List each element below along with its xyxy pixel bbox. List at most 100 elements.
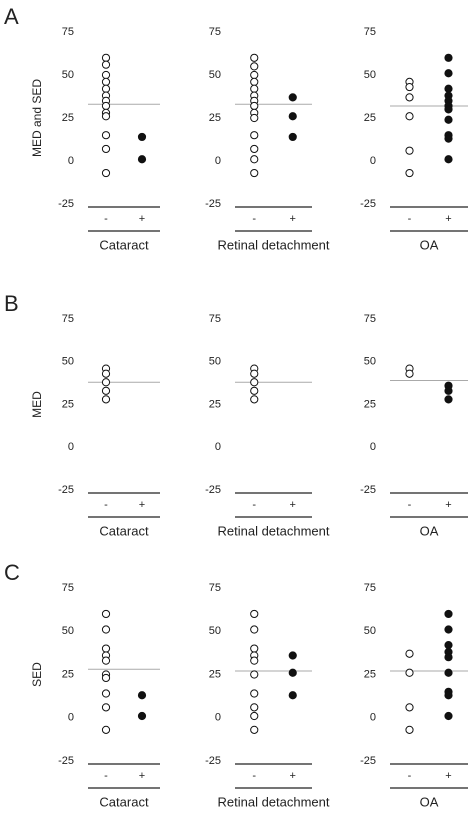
data-point [101, 625, 111, 634]
data-point [444, 640, 453, 650]
data-point [288, 668, 297, 677]
data-point [101, 656, 111, 665]
data-point [444, 625, 453, 634]
data-point [444, 609, 453, 619]
data-point [101, 84, 111, 93]
y-axis-label: MED and SED [30, 79, 44, 157]
y-tick-label: 75 [62, 313, 74, 325]
x-tick-label: + [139, 770, 145, 782]
data-point [250, 70, 259, 80]
data-point [250, 77, 259, 86]
data-point [101, 112, 111, 121]
data-point [101, 395, 111, 404]
data-point [250, 711, 259, 721]
data-point [250, 625, 259, 634]
data-point [444, 395, 453, 404]
data-point [101, 378, 111, 387]
y-tick-label: 25 [209, 112, 221, 124]
data-point [250, 656, 259, 665]
y-tick-label: 75 [209, 26, 221, 38]
y-tick-label: 25 [364, 398, 376, 410]
data-point [405, 112, 414, 121]
y-tick-label: -25 [360, 198, 376, 210]
data-point [250, 378, 259, 387]
data-point [137, 691, 147, 700]
y-tick-label: 0 [370, 712, 376, 724]
x-tick-label: - [408, 213, 412, 225]
data-point [250, 53, 259, 62]
data-point [288, 691, 297, 700]
y-tick-label: 25 [364, 668, 376, 680]
data-point [444, 53, 453, 62]
x-tick-label: - [104, 499, 108, 511]
data-point [101, 673, 111, 683]
y-tick-label: 0 [215, 712, 221, 724]
data-point [405, 369, 414, 378]
x-tick-label: + [445, 770, 451, 782]
y-tick-label: -25 [58, 198, 74, 210]
x-axis-label: Cataract [99, 794, 149, 809]
x-tick-label: - [408, 770, 412, 782]
data-point [101, 144, 111, 154]
data-point [405, 146, 414, 155]
data-point [101, 369, 111, 378]
x-tick-label: - [104, 213, 108, 225]
data-point [101, 609, 111, 619]
y-tick-label: 25 [209, 668, 221, 680]
data-point [250, 689, 259, 698]
y-tick-label: 0 [68, 712, 74, 724]
data-point [137, 155, 147, 164]
x-tick-label: + [139, 499, 145, 511]
data-point [250, 84, 259, 93]
data-point [101, 53, 111, 62]
data-point [101, 60, 111, 69]
y-tick-label: 50 [364, 625, 376, 637]
data-point [250, 703, 259, 712]
panel-label: B [4, 291, 19, 316]
y-tick-label: 50 [209, 625, 221, 637]
data-point [444, 115, 453, 124]
y-tick-label: -25 [205, 484, 221, 496]
data-point [250, 644, 259, 653]
data-point [250, 113, 259, 123]
y-tick-label: 75 [62, 582, 74, 594]
y-tick-label: 50 [209, 69, 221, 81]
y-tick-label: 75 [364, 26, 376, 38]
x-axis-label: Retinal detachment [217, 237, 329, 252]
x-tick-label: - [408, 499, 412, 511]
data-point [405, 725, 414, 734]
data-point [101, 168, 111, 178]
y-tick-label: 0 [215, 441, 221, 453]
y-tick-label: 0 [68, 441, 74, 453]
y-tick-label: 0 [370, 155, 376, 167]
y-axis-label: SED [30, 662, 44, 687]
y-tick-label: 75 [364, 313, 376, 325]
y-tick-label: 25 [364, 112, 376, 124]
x-tick-label: + [290, 499, 296, 511]
y-tick-label: 0 [370, 441, 376, 453]
data-point [288, 651, 297, 660]
data-point [288, 112, 297, 121]
x-axis-label: OA [420, 794, 439, 809]
x-tick-label: - [104, 770, 108, 782]
y-tick-label: 25 [209, 398, 221, 410]
y-tick-label: 25 [62, 668, 74, 680]
data-point [250, 101, 259, 111]
data-point [250, 670, 259, 679]
y-tick-label: 0 [68, 155, 74, 167]
y-tick-label: 75 [62, 26, 74, 38]
panel-label: A [4, 4, 19, 29]
data-point [137, 711, 147, 721]
data-point [405, 82, 414, 92]
data-point [444, 386, 453, 395]
x-tick-label: + [290, 213, 296, 225]
x-tick-label: - [252, 770, 256, 782]
data-point [250, 725, 259, 734]
x-axis-label: OA [420, 237, 439, 252]
y-tick-label: 75 [209, 582, 221, 594]
y-tick-label: 50 [364, 356, 376, 368]
data-point [444, 691, 453, 700]
data-point [101, 131, 111, 140]
data-point [444, 69, 453, 78]
y-axis-label: MED [30, 391, 44, 418]
